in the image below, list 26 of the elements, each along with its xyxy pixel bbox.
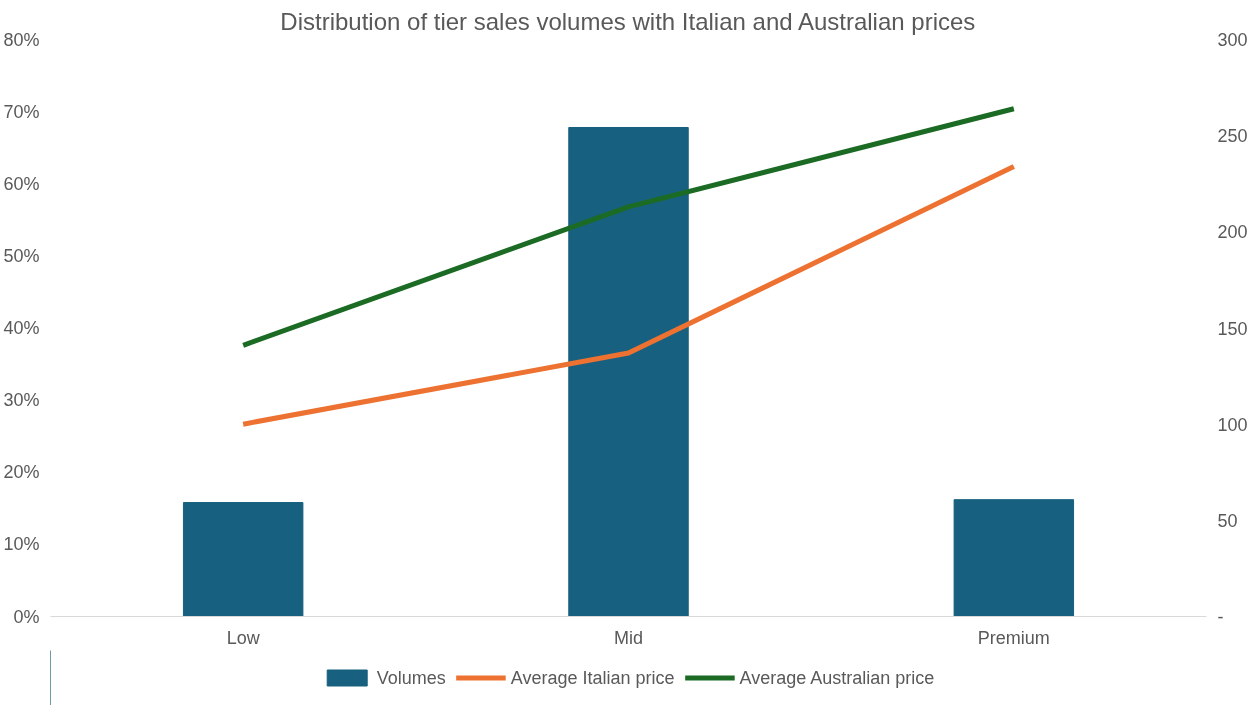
bar <box>182 502 304 617</box>
x-tick-label: Mid <box>614 627 644 648</box>
y-tick-label: 60% <box>3 173 40 194</box>
legend-label: Volumes <box>376 667 446 688</box>
y-tick-label: 10% <box>3 534 40 555</box>
y2-tick-label: 300 <box>1217 30 1248 50</box>
y-tick-label: 50% <box>3 245 40 266</box>
y-tick-label: 20% <box>3 462 40 483</box>
legend-label: Average Australian price <box>739 667 935 688</box>
x-tick-label: Premium <box>977 627 1050 648</box>
bar <box>953 499 1075 617</box>
bar <box>568 126 689 617</box>
y2-tick-label: 200 <box>1217 222 1248 243</box>
y2-tick-label: 100 <box>1217 414 1248 435</box>
y-tick-label: 40% <box>3 318 40 338</box>
y2-tick-label: 250 <box>1217 126 1248 147</box>
y-tick-label: 70% <box>3 101 40 122</box>
y-tick-label: 80% <box>3 29 40 50</box>
y-tick-label: 0% <box>13 606 40 627</box>
y2-tick-label: 150 <box>1217 318 1248 339</box>
y-tick-label: 30% <box>3 390 40 411</box>
y2-tick-label: 50 <box>1217 510 1238 531</box>
x-tick-label: Low <box>226 627 261 648</box>
legend-label: Average Italian price <box>510 667 675 688</box>
y2-tick-label: - <box>1217 607 1224 627</box>
chart-title: Distribution of tier sales volumes with Italian and Australian prices <box>280 7 976 35</box>
